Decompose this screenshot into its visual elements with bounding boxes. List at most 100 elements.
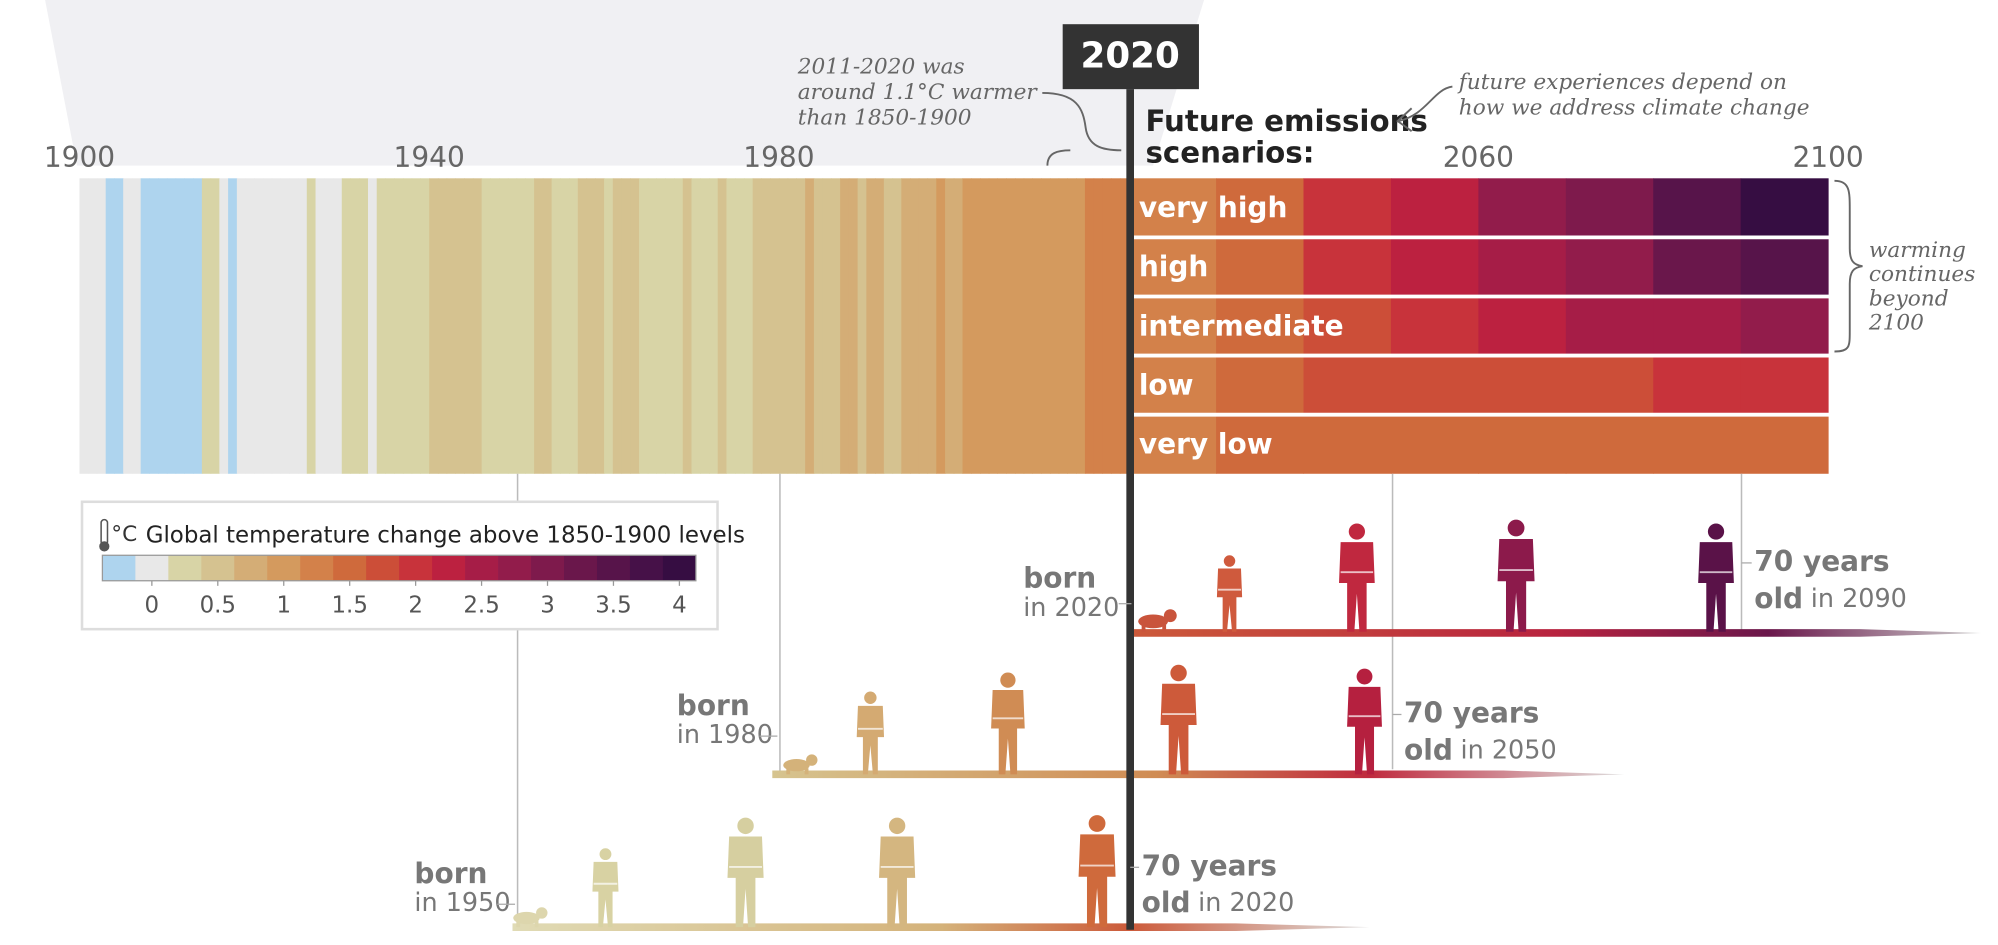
scenario-stripe [1565, 178, 1654, 238]
colorbar-cell [531, 555, 565, 581]
stripe [315, 178, 325, 474]
stripe [96, 178, 107, 474]
colorbar-tick-label: 0 [145, 593, 160, 619]
stripe [1102, 178, 1112, 474]
stripe [551, 178, 561, 474]
lifeline [1130, 629, 1981, 637]
baby-figure [783, 759, 810, 772]
old-word: old [1754, 582, 1803, 615]
age-label: 70 years [1754, 545, 1889, 578]
scenario-stripe [1478, 237, 1567, 297]
scenario-stripe [1390, 237, 1479, 297]
baby-limb [786, 768, 791, 775]
scenario-stripe [1478, 414, 1567, 474]
stripe [228, 178, 238, 474]
old-year: in 2090 [1811, 584, 1907, 614]
stripe [193, 178, 203, 474]
stripe [446, 178, 456, 474]
scenario-stripe [1740, 414, 1829, 474]
stripe [577, 178, 588, 474]
person-body [727, 836, 764, 928]
stripe [411, 178, 421, 474]
born-label: born [677, 689, 750, 722]
colorbar-tick-label: 4 [672, 593, 687, 619]
stripe [700, 178, 710, 474]
person-head [1348, 523, 1365, 540]
colorbar-cell [366, 555, 400, 581]
born-label: born [414, 857, 487, 890]
scenario-stripe [1653, 296, 1742, 356]
age-label: 70 years [1404, 696, 1539, 729]
scenario-stripe [1565, 237, 1654, 297]
colorbar-cell [201, 555, 235, 581]
legend-unit: °C [111, 522, 137, 547]
stripe [394, 178, 404, 474]
person-body [592, 861, 619, 928]
stripe [962, 178, 972, 474]
stripe [123, 178, 133, 474]
stripe [805, 178, 815, 474]
stripe [158, 178, 168, 474]
scenario-label: intermediate [1139, 309, 1344, 342]
scenario-stripe [1565, 296, 1654, 356]
colorbar-cell [300, 555, 334, 581]
scenario-stripe [1565, 355, 1654, 415]
person-head [1223, 555, 1236, 567]
stripe [499, 178, 509, 474]
stripe [796, 178, 806, 474]
scenario-label: low [1139, 368, 1194, 401]
scenario-stripe [1303, 355, 1392, 415]
stripe [464, 178, 474, 474]
stripe [245, 178, 255, 474]
scenario-stripe [1653, 237, 1742, 297]
stripe [298, 178, 308, 474]
stripe [621, 178, 631, 474]
stripe [604, 178, 614, 474]
lifeline [512, 923, 1370, 931]
stripe [918, 178, 929, 474]
colorbar-tick-label: 1.5 [331, 593, 367, 619]
colorbar-cell [662, 555, 697, 581]
stripe [534, 178, 544, 474]
scenario-stripe [1303, 414, 1392, 474]
person-head [864, 691, 877, 704]
born-year: in 1980 [677, 720, 773, 750]
baby-figure [513, 911, 540, 925]
colorbar-cell [168, 555, 202, 581]
scenario-stripe [1128, 414, 1217, 474]
stripe [560, 178, 570, 474]
stripe [166, 178, 177, 474]
colorbar-frame [101, 554, 697, 582]
stripe [857, 178, 867, 474]
stripe [647, 178, 658, 474]
now-label: 2020 [1081, 35, 1180, 76]
stripe [219, 178, 229, 474]
stripe [569, 178, 579, 474]
stripe [717, 178, 727, 474]
person-head [1170, 664, 1187, 682]
old-year: in 2020 [1198, 888, 1294, 918]
stripe [542, 178, 553, 474]
scenario-stripe [1740, 296, 1829, 356]
scenario-stripe [1128, 237, 1217, 297]
annotation: 2100 [1868, 310, 1924, 335]
colorbar-cell [102, 555, 136, 581]
baby-limb [516, 921, 521, 928]
stripe [280, 178, 290, 474]
figures [513, 519, 1734, 928]
stripe [472, 178, 483, 474]
stripe [778, 178, 789, 474]
annotation: than 1850-1900 [798, 105, 972, 130]
colorbar-cell [267, 555, 301, 581]
stripe [1032, 178, 1042, 474]
person-head [1088, 815, 1106, 832]
scenario-stripe [1740, 355, 1829, 415]
baby-figure [1138, 614, 1169, 629]
x-tick-label: 2060 [1443, 141, 1514, 174]
person-body [1078, 834, 1116, 928]
baby-limb [534, 921, 539, 928]
stripe [263, 178, 273, 474]
scenario-stripe [1653, 414, 1742, 474]
stripe [1023, 178, 1033, 474]
stripe [289, 178, 299, 474]
